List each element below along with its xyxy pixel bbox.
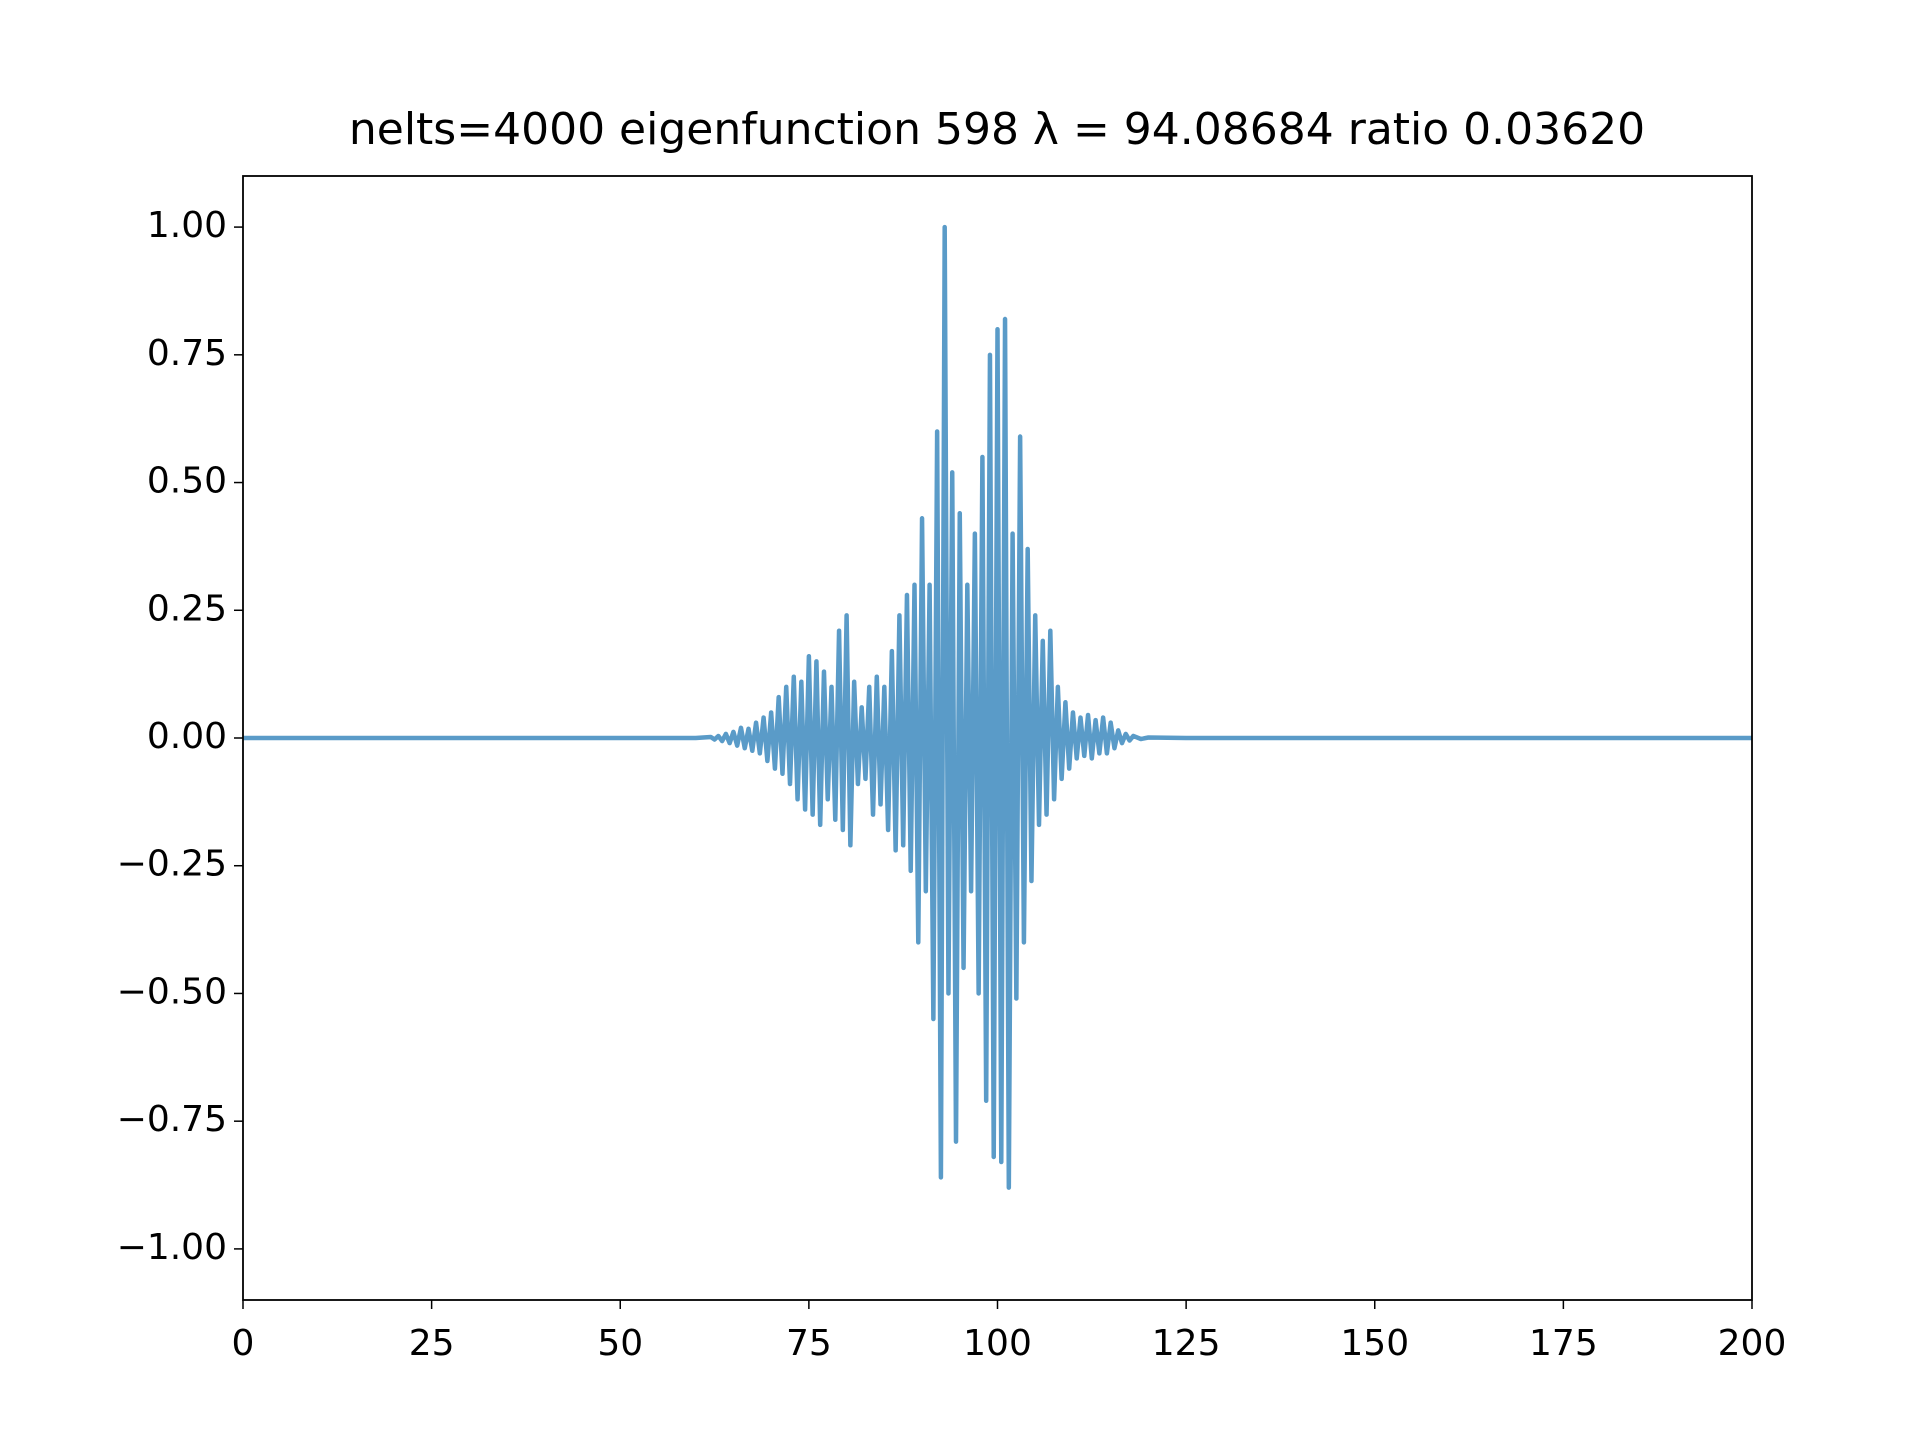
y-tick-label: −0.25: [117, 844, 227, 885]
x-tick-label: 175: [1529, 1323, 1598, 1364]
x-tick-label: 150: [1340, 1323, 1409, 1364]
x-tick-label: 125: [1152, 1323, 1221, 1364]
x-tick-label: 50: [597, 1323, 643, 1364]
x-tick-label: 0: [232, 1323, 255, 1364]
y-tick-label: 0.50: [147, 461, 227, 502]
y-tick-label: −0.50: [117, 971, 227, 1012]
y-tick-label: 0.25: [147, 588, 227, 629]
y-tick-label: 0.75: [147, 333, 227, 374]
x-tick-label: 200: [1718, 1323, 1787, 1364]
y-tick-label: −1.00: [117, 1227, 227, 1268]
x-tick-label: 75: [786, 1323, 832, 1364]
y-tick-label: 0.00: [147, 716, 227, 757]
y-tick-label: −0.75: [117, 1099, 227, 1140]
x-tick-label: 25: [409, 1323, 455, 1364]
chart-title: nelts=4000 eigenfunction 598 λ = 94.0868…: [349, 104, 1645, 155]
x-tick-label: 100: [963, 1323, 1032, 1364]
y-tick-label: 1.00: [147, 205, 227, 246]
data-line: [243, 224, 1752, 1190]
plot-frame: [242, 175, 1753, 1301]
